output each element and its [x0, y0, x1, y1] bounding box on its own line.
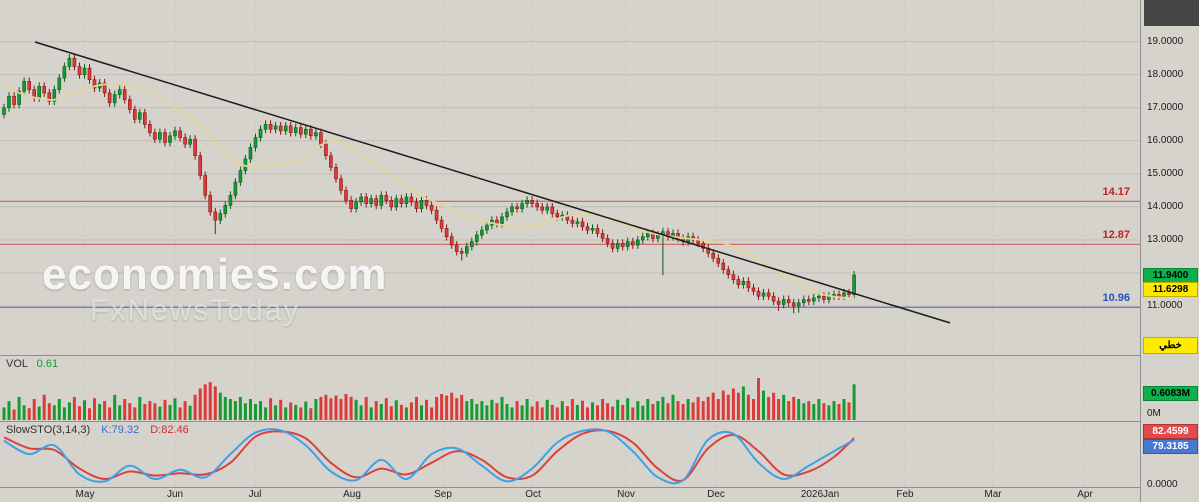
stoch-d-badge: 82.4599 — [1143, 424, 1198, 439]
time-axis-label: Aug — [343, 489, 361, 500]
price-axis-label: 17.0000 — [1147, 102, 1184, 113]
volume-badge: 0.6083M — [1143, 386, 1198, 401]
time-axis-label: Feb — [896, 489, 914, 500]
chart-canvas[interactable] — [0, 0, 1140, 488]
time-axis-label: Dec — [707, 489, 725, 500]
scale-type-button[interactable]: خطي — [1143, 337, 1198, 354]
time-axis-label: Mar — [984, 489, 1002, 500]
price-line-label: 12.87 — [1102, 229, 1130, 241]
time-axis-label: Nov — [617, 489, 635, 500]
chart-plot-area[interactable]: economies.com FxNewsToday VOL 0.61 SlowS… — [0, 0, 1140, 488]
volume-indicator-label: VOL 0.61 — [6, 358, 58, 370]
stochastic-d-value: D:82.46 — [150, 424, 189, 436]
stochastic-k-value: K:79.32 — [101, 424, 140, 436]
price-line-label: 14.17 — [1102, 186, 1130, 198]
price-axis[interactable]: 19.0000 18.0000 17.0000 16.0000 15.0000 14.00… — [1140, 0, 1199, 502]
stochastic-label-text: SlowSTO(3,14,3) — [6, 424, 91, 436]
volume-label-text: VOL — [6, 358, 28, 370]
time-axis-label: Jun — [166, 489, 184, 500]
stoch-axis-zero-label: 0.0000 — [1147, 479, 1178, 490]
last-price-badge: 11.9400 — [1143, 268, 1198, 283]
price-line-label: 10.96 — [1102, 292, 1130, 304]
time-axis-label: May — [75, 489, 95, 500]
axis-corner-button[interactable] — [1144, 0, 1199, 26]
price-axis-label: 18.0000 — [1147, 69, 1184, 80]
time-axis-label: 2026Jan — [800, 489, 840, 500]
price-axis-label: 19.0000 — [1147, 36, 1184, 47]
price-axis-label: 15.0000 — [1147, 168, 1184, 179]
stochastic-indicator-label: SlowSTO(3,14,3) K:79.32 D:82.46 — [6, 424, 189, 436]
indicative-price-badge: 11.6298 — [1143, 282, 1198, 297]
time-axis[interactable]: May Jun Jul Aug Sep Oct Nov Dec 2026Jan Feb Mar Apr — [0, 488, 1140, 502]
stoch-k-badge: 79.3185 — [1143, 439, 1198, 454]
volume-current-value: 0.61 — [36, 358, 59, 370]
price-axis-label: 14.0000 — [1147, 201, 1184, 212]
time-axis-label: Apr — [1077, 489, 1093, 500]
price-axis-label: 13.0000 — [1147, 234, 1184, 245]
volume-axis-zero-label: 0M — [1147, 408, 1161, 419]
time-axis-label: Oct — [525, 489, 541, 500]
time-axis-label: Sep — [434, 489, 452, 500]
price-axis-label: 16.0000 — [1147, 135, 1184, 146]
time-axis-label: Jul — [248, 489, 262, 500]
price-axis-label: 11.0000 — [1147, 300, 1183, 311]
